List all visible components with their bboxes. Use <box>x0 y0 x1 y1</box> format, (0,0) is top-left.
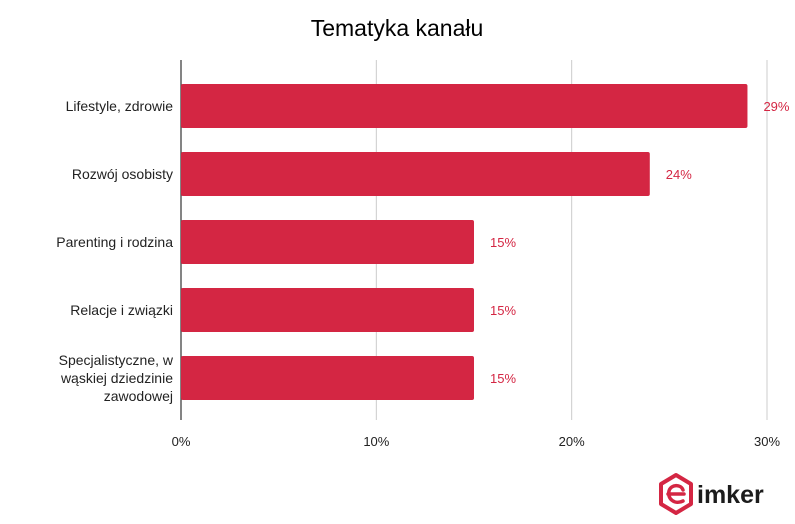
category-label: Relacje i związki <box>70 302 173 318</box>
x-tick-label: 20% <box>559 434 585 449</box>
category-label: Rozwój osobisty <box>72 166 173 182</box>
x-axis-ticks: 0% 10% 20% 30% <box>172 434 781 449</box>
chart-title: Tematyka kanału <box>311 15 484 41</box>
x-tick-label: 10% <box>363 434 389 449</box>
x-tick-label: 30% <box>754 434 780 449</box>
bar <box>181 220 474 264</box>
x-tick-label: 0% <box>172 434 191 449</box>
imker-logo-mark-icon <box>659 473 693 515</box>
imker-logo: imker <box>659 473 764 515</box>
data-label: 15% <box>490 235 516 250</box>
data-label: 29% <box>763 99 789 114</box>
category-label: Parenting i rodzina <box>56 234 173 250</box>
data-label: 15% <box>490 371 516 386</box>
data-label: 15% <box>490 303 516 318</box>
imker-logo-text: imker <box>697 481 764 509</box>
bar <box>181 152 650 196</box>
bar <box>181 288 474 332</box>
category-label: Lifestyle, zdrowie <box>66 98 174 114</box>
category-labels: Lifestyle, zdrowie Rozwój osobisty Parenti… <box>56 98 174 404</box>
bar <box>181 84 748 128</box>
bar <box>181 356 474 400</box>
category-label: Specjalistyczne, w wąskiej dziedzinie zawo… <box>59 352 174 404</box>
bars: 29% 24% 15% 15% 15% <box>181 84 790 400</box>
data-label: 24% <box>666 167 692 182</box>
